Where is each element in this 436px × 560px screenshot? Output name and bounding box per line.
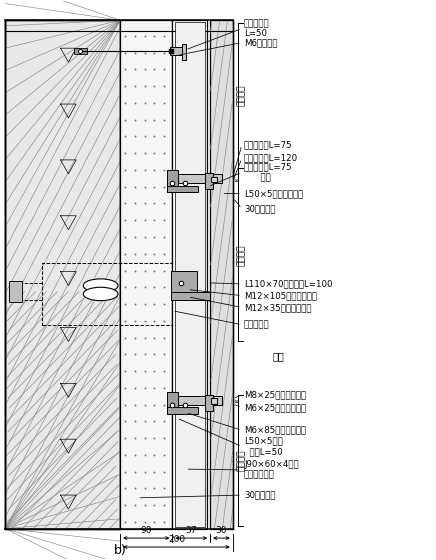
Text: M12×35不锈钢螺栓组: M12×35不锈钢螺栓组 — [244, 303, 312, 312]
Bar — [10, 281, 22, 302]
Text: 37: 37 — [186, 526, 197, 535]
Text: 铝合金挂件L=75: 铝合金挂件L=75 — [244, 141, 293, 150]
Text: 30: 30 — [216, 526, 227, 535]
Bar — [211, 176, 217, 182]
Bar — [74, 48, 87, 54]
Bar — [120, 20, 172, 529]
Text: 30厚花岗石: 30厚花岗石 — [244, 204, 276, 213]
Text: b): b) — [114, 544, 126, 557]
Bar — [175, 22, 204, 527]
Bar — [5, 20, 120, 529]
Bar — [170, 292, 210, 300]
Bar — [210, 20, 233, 529]
Bar — [170, 270, 197, 300]
Text: 铝合金拼性L=75
      角钢: 铝合金拼性L=75 角钢 — [244, 162, 293, 182]
Bar — [168, 174, 222, 183]
Text: 分格尺寸: 分格尺寸 — [237, 85, 245, 106]
Text: 室外: 室外 — [272, 352, 284, 362]
Text: M6×85不锈钢螺栓组: M6×85不锈钢螺栓组 — [244, 426, 306, 435]
Ellipse shape — [83, 279, 118, 292]
Bar — [5, 20, 120, 529]
Bar — [182, 44, 186, 60]
Text: 铝合金挂件
L=50: 铝合金挂件 L=50 — [244, 19, 270, 38]
Text: ∞: ∞ — [234, 399, 239, 405]
Bar — [170, 46, 184, 55]
Text: 30厚聚苯板: 30厚聚苯板 — [244, 491, 276, 500]
Text: M6×25不锈钢螺栓组: M6×25不锈钢螺栓组 — [244, 403, 306, 412]
Bar — [205, 173, 213, 189]
Text: 分格尺寸: 分格尺寸 — [237, 244, 245, 265]
Bar — [211, 398, 217, 404]
Text: 槽式预埋件: 槽式预埋件 — [244, 320, 270, 329]
Bar — [205, 395, 213, 410]
Bar — [167, 392, 178, 414]
Text: 分格尺寸: 分格尺寸 — [237, 450, 245, 471]
Text: L50×5镀锌角钢横梁: L50×5镀锌角钢横梁 — [244, 189, 303, 198]
Text: L110×70镀锌角钢L=100: L110×70镀锌角钢L=100 — [244, 279, 333, 288]
Bar — [167, 185, 198, 192]
Text: L50×5镀锌
  角钢L=50: L50×5镀锌 角钢L=50 — [244, 437, 283, 456]
Text: J90×60×4镀锌
矩形钢主龙骨: J90×60×4镀锌 矩形钢主龙骨 — [244, 460, 299, 479]
Ellipse shape — [83, 287, 118, 301]
Bar — [168, 396, 222, 405]
Bar — [167, 170, 178, 192]
Text: 90: 90 — [140, 526, 152, 535]
Text: M12×105不锈钢螺栓组: M12×105不锈钢螺栓组 — [244, 291, 317, 300]
Text: ∞: ∞ — [234, 178, 239, 184]
Bar — [172, 20, 207, 529]
Text: M6后切锚栓: M6后切锚栓 — [244, 38, 278, 47]
Text: 铝合金横梁L=120: 铝合金横梁L=120 — [244, 154, 298, 163]
Bar — [167, 407, 198, 414]
Text: 200: 200 — [168, 535, 185, 544]
Text: M8×25不锈钢螺栓组: M8×25不锈钢螺栓组 — [244, 390, 306, 400]
